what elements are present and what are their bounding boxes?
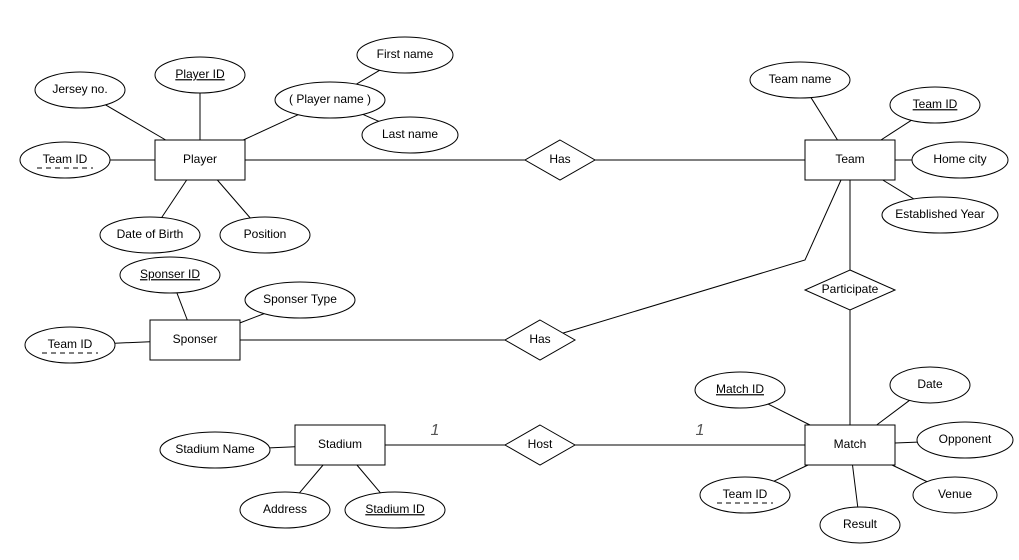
svg-text:Stadium: Stadium xyxy=(318,437,362,451)
edge-st_name-stadium xyxy=(270,447,295,448)
edge-s_team-sponser xyxy=(115,342,150,343)
edge-m_venue-match xyxy=(892,465,927,482)
attribute-st_addr: Address xyxy=(240,492,330,528)
svg-text:Address: Address xyxy=(263,502,307,516)
attribute-p_name: ( Player name ) xyxy=(275,82,385,118)
er-diagram: Player Team Sponser Stadium Match Has Has Host P… xyxy=(0,0,1019,560)
edge-p_dob-player xyxy=(162,180,187,217)
svg-text:( Player name ): ( Player name ) xyxy=(289,92,371,106)
svg-text:Home city: Home city xyxy=(933,152,986,166)
relationship-participate: Participate xyxy=(805,270,895,310)
attribute-t_city: Home city xyxy=(912,142,1008,178)
attribute-p_jersey: Jersey no. xyxy=(35,72,125,108)
attribute-p_pos: Position xyxy=(220,217,310,253)
svg-text:Match: Match xyxy=(834,437,867,451)
attribute-p_first: First name xyxy=(357,37,453,73)
edge-m_team-match xyxy=(774,465,808,481)
entity-player: Player xyxy=(155,140,245,180)
edge-st_addr-stadium xyxy=(299,465,323,493)
entity-stadium: Stadium xyxy=(295,425,385,465)
attribute-t_name: Team name xyxy=(750,62,850,98)
edge-p_first-p_name xyxy=(356,70,379,84)
edge-s_id-sponser xyxy=(177,293,187,320)
svg-text:Team ID: Team ID xyxy=(43,152,88,166)
svg-text:Participate: Participate xyxy=(822,282,879,296)
edge-p_jersey-player xyxy=(105,105,165,140)
edge-m_date-match xyxy=(877,400,910,425)
svg-text:Venue: Venue xyxy=(938,487,972,501)
edge-p_name-player xyxy=(243,115,298,140)
attribute-s_type: Sponser Type xyxy=(245,282,355,318)
attribute-m_venue: Venue xyxy=(913,477,997,513)
svg-text:Player ID: Player ID xyxy=(175,67,225,81)
cardinality-label: 1 xyxy=(696,422,705,439)
attribute-s_id: Sponser ID xyxy=(120,257,220,293)
svg-text:Host: Host xyxy=(528,437,553,451)
svg-text:Jersey no.: Jersey no. xyxy=(52,82,107,96)
entity-match: Match xyxy=(805,425,895,465)
svg-text:Date: Date xyxy=(917,377,943,391)
attribute-p_teamid: Team ID xyxy=(20,142,110,178)
edge-has2-team xyxy=(563,180,841,333)
svg-text:Team ID: Team ID xyxy=(723,487,768,501)
attribute-t_year: Established Year xyxy=(882,197,998,233)
svg-text:Opponent: Opponent xyxy=(939,432,992,446)
attribute-p_playerid: Player ID xyxy=(155,57,245,93)
relationship-has1: Has xyxy=(525,140,595,180)
edge-s_type-sponser xyxy=(240,314,264,323)
relationship-has2: Has xyxy=(505,320,575,360)
edge-m_opp-match xyxy=(895,442,917,443)
attribute-p_last: Last name xyxy=(362,117,458,153)
svg-text:Position: Position xyxy=(244,227,287,241)
edge-p_last-p_name xyxy=(363,114,379,121)
cardinality-label: 1 xyxy=(431,422,440,439)
attribute-st_name: Stadium Name xyxy=(160,432,270,468)
edge-st_id-stadium xyxy=(357,465,381,493)
edge-p_pos-player xyxy=(217,180,250,218)
edge-m_result-match xyxy=(853,465,858,507)
svg-text:Team name: Team name xyxy=(769,72,832,86)
attribute-t_id: Team ID xyxy=(890,87,980,123)
attribute-m_date: Date xyxy=(890,367,970,403)
entity-sponser: Sponser xyxy=(150,320,240,360)
svg-text:Team ID: Team ID xyxy=(48,337,93,351)
edge-t_year-team xyxy=(883,180,914,199)
svg-text:First name: First name xyxy=(377,47,434,61)
attribute-s_team: Team ID xyxy=(25,327,115,363)
attribute-m_id: Match ID xyxy=(695,372,785,408)
entity-team: Team xyxy=(805,140,895,180)
svg-text:Sponser Type: Sponser Type xyxy=(263,292,337,306)
edge-m_id-match xyxy=(768,404,810,425)
svg-text:Last name: Last name xyxy=(382,127,438,141)
attribute-st_id: Stadium ID xyxy=(345,492,445,528)
attribute-m_team: Team ID xyxy=(700,477,790,513)
svg-text:Match ID: Match ID xyxy=(716,382,764,396)
svg-text:Team ID: Team ID xyxy=(913,97,958,111)
svg-text:Established Year: Established Year xyxy=(895,207,984,221)
svg-text:Sponser ID: Sponser ID xyxy=(140,267,200,281)
svg-text:Sponser: Sponser xyxy=(173,332,218,346)
edge-t_name-team xyxy=(811,98,838,140)
svg-text:Team: Team xyxy=(835,152,864,166)
attribute-m_opp: Opponent xyxy=(917,422,1013,458)
attribute-p_dob: Date of Birth xyxy=(100,217,200,253)
relationship-host: Host xyxy=(505,425,575,465)
svg-text:Has: Has xyxy=(549,152,570,166)
svg-text:Has: Has xyxy=(529,332,550,346)
svg-text:Result: Result xyxy=(843,517,878,531)
svg-text:Date of Birth: Date of Birth xyxy=(117,227,184,241)
attribute-m_result: Result xyxy=(820,507,900,543)
svg-text:Stadium ID: Stadium ID xyxy=(365,502,425,516)
svg-text:Player: Player xyxy=(183,152,217,166)
svg-text:Stadium Name: Stadium Name xyxy=(175,442,255,456)
edge-t_id-team xyxy=(881,120,911,140)
